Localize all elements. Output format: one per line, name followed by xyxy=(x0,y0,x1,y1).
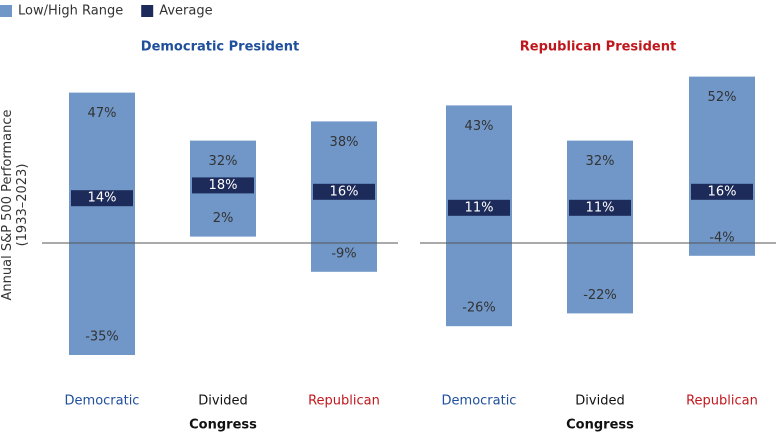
low-label: 2% xyxy=(213,211,234,226)
high-label: 32% xyxy=(586,154,615,169)
low-label: -4% xyxy=(709,230,734,245)
legend-swatch xyxy=(141,5,154,17)
average-marker xyxy=(691,183,753,200)
average-marker xyxy=(313,183,375,200)
x-axis-label: Congress xyxy=(566,418,634,433)
panel-title: Republican President xyxy=(520,40,676,55)
x-tick-label: Divided xyxy=(575,394,624,409)
average-marker xyxy=(569,199,631,216)
x-tick-label: Republican xyxy=(308,394,380,409)
high-label: 52% xyxy=(708,90,737,105)
x-tick-label: Democratic xyxy=(65,394,140,409)
low-label: -26% xyxy=(462,301,496,316)
range-bar xyxy=(567,140,633,314)
average-label: 11% xyxy=(586,200,615,215)
y-axis-label: Annual S&P 500 Performance(1933–2023) xyxy=(0,109,30,300)
average-label: 16% xyxy=(330,184,359,199)
average-marker xyxy=(192,177,254,194)
high-label: 32% xyxy=(209,154,238,169)
average-marker xyxy=(448,199,510,216)
legend-label: Average xyxy=(159,4,212,19)
average-label: 14% xyxy=(88,191,117,206)
high-label: 38% xyxy=(330,135,359,150)
low-label: -22% xyxy=(583,288,617,303)
x-tick-label: Democratic xyxy=(442,394,517,409)
legend-label: Low/High Range xyxy=(18,4,123,19)
high-label: 43% xyxy=(465,119,494,134)
high-label: 47% xyxy=(88,106,117,121)
range-bar xyxy=(446,105,512,327)
y-axis-label-line: (1933–2023) xyxy=(15,164,30,247)
legend-swatch xyxy=(0,5,12,17)
low-label: -9% xyxy=(331,246,356,261)
range-bar xyxy=(69,92,135,355)
panel-title: Democratic President xyxy=(141,40,299,55)
average-label: 16% xyxy=(708,184,737,199)
x-axis-label: Congress xyxy=(189,418,257,433)
average-label: 18% xyxy=(209,178,238,193)
average-label: 11% xyxy=(465,200,494,215)
range-bar xyxy=(689,76,755,256)
y-axis-label-line: Annual S&P 500 Performance xyxy=(0,109,15,300)
average-marker xyxy=(71,190,133,207)
low-label: -35% xyxy=(85,330,119,345)
x-tick-label: Divided xyxy=(198,394,247,409)
x-tick-label: Republican xyxy=(686,394,758,409)
